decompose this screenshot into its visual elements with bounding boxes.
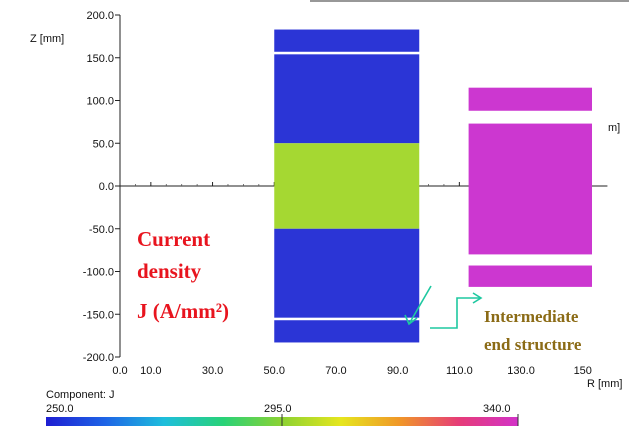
intermediate-label-line2: end structure [484, 335, 582, 354]
region-coil-lower [274, 228, 420, 318]
colorbar-title: Component: J [46, 389, 114, 401]
x-tick-label: 70.0 [325, 365, 346, 377]
y-tick-label: -150.0 [83, 309, 114, 321]
region-coil-lower-end [274, 320, 420, 343]
x-tick-label: 90.0 [387, 365, 408, 377]
region-outer-middle [468, 123, 593, 255]
y-tick-label: 50.0 [93, 138, 114, 150]
region-coil-upper [274, 54, 420, 144]
x-axis-label: R [mm] [587, 378, 622, 390]
y-tick-label: 100.0 [86, 96, 114, 108]
current-label-line1: Current [137, 227, 210, 251]
region-outer-upper [468, 87, 593, 111]
colorbar-mid-label: 295.0 [264, 403, 292, 415]
y-tick-label: -50.0 [89, 224, 114, 236]
region-coil-middle [274, 143, 420, 229]
colorbar-max-label: 340.0 [483, 403, 511, 415]
y-tick-label: 0.0 [99, 181, 114, 193]
y-tick-label: -100.0 [83, 267, 114, 279]
x-tick-label: 0.0 [112, 365, 127, 377]
intermediate-arrows [404, 285, 483, 329]
x-tick-label: 50.0 [264, 365, 285, 377]
region-outer-lower [468, 265, 593, 287]
down-arrow-line [408, 285, 432, 325]
intermediate-label-line1: Intermediate [484, 307, 579, 326]
partial-axis-label: m] [608, 122, 620, 134]
y-tick-label: -200.0 [83, 352, 114, 364]
regions [274, 29, 593, 343]
y-tick-label: 150.0 [86, 53, 114, 65]
x-tick-label: 110.0 [446, 365, 473, 377]
x-tick-label: 150 [574, 365, 592, 377]
colorbar-min-label: 250.0 [46, 403, 74, 415]
elbow-arrow-head [472, 292, 483, 304]
current-label-line3: J (A/mm²) [137, 299, 229, 323]
x-tick-label: 130.0 [507, 365, 535, 377]
current-label-line2: density [137, 259, 202, 283]
y-tick-label: 200.0 [86, 10, 114, 22]
down-arrow-head [404, 314, 418, 326]
y-axis-label: Z [mm] [30, 33, 64, 45]
x-tick-label: 30.0 [202, 365, 223, 377]
x-tick-label: 10.0 [140, 365, 161, 377]
elbow-arrow-line [430, 297, 480, 329]
region-coil-upper-end [274, 29, 420, 52]
y-axis: 200.0 150.0 100.0 50.0 0.0 -50.0 -100.0 -150.0 -… [83, 10, 121, 364]
